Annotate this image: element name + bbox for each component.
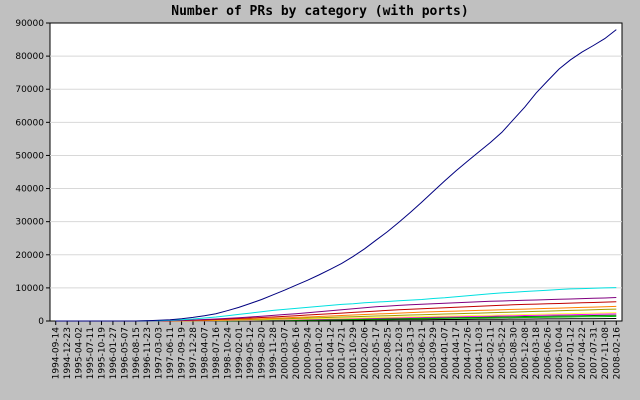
x-tick-label: 2001-10-29 (349, 327, 359, 380)
y-tick-label: 20000 (15, 251, 44, 261)
y-tick-label: 90000 (15, 19, 44, 29)
x-tick-label: 1994-12-23 (63, 327, 73, 379)
x-tick-label: 1998-07-16 (212, 327, 222, 380)
x-tick-label: 1999-11-28 (269, 327, 279, 380)
x-tick-label: 2006-03-18 (532, 327, 542, 380)
y-tick-label: 70000 (15, 85, 44, 95)
x-tick-label: 2001-07-21 (338, 327, 348, 379)
x-tick-label: 1995-10-19 (97, 327, 107, 380)
x-tick-label: 2005-12-08 (521, 327, 531, 380)
x-tick-label: 2003-06-21 (418, 327, 428, 379)
x-tick-label: 1999-08-20 (258, 327, 268, 380)
y-tick-label: 0 (38, 317, 44, 327)
x-tick-label: 1994-09-14 (52, 327, 62, 380)
x-tick-label: 2002-12-03 (395, 327, 405, 379)
x-tick-label: 1997-09-19 (178, 327, 188, 380)
x-tick-label: 1996-08-15 (132, 327, 142, 379)
series-lines (55, 29, 617, 322)
x-tick-label: 1998-10-24 (223, 327, 233, 380)
x-tick-label: 1996-01-27 (109, 327, 119, 379)
x-tick-label: 1998-04-07 (200, 327, 210, 379)
x-tick-label: 2005-02-11 (486, 327, 496, 379)
plot-area (49, 22, 623, 322)
x-tick-label: 2007-01-12 (567, 327, 577, 379)
x-tick-label: 2000-09-24 (303, 327, 313, 380)
x-tick-label: 2004-11-03 (475, 327, 485, 379)
x-tick-label: 2005-08-30 (509, 327, 519, 380)
x-tick-label: 2006-10-04 (555, 327, 565, 380)
chart-title: Number of PRs by category (with ports) (171, 4, 469, 19)
x-tick-label: 2007-04-22 (578, 327, 588, 379)
x-tick-label: 2001-04-12 (326, 327, 336, 379)
x-tick-label: 2004-07-26 (464, 327, 474, 380)
x-tick-label: 2002-05-17 (372, 327, 382, 379)
x-tick-label: 1997-03-03 (155, 327, 165, 379)
x-tick-label: 2004-01-07 (441, 327, 451, 379)
x-tick-label: 2000-06-16 (292, 327, 302, 380)
x-tick-label: 1995-07-11 (86, 327, 96, 379)
x-tick-label: 1997-06-11 (166, 327, 176, 379)
x-tick-label: 2002-08-25 (383, 327, 393, 379)
x-tick-label: 1996-05-07 (120, 327, 130, 379)
x-tick-label: 2007-11-08 (601, 327, 611, 380)
x-tick-label: 2001-01-02 (315, 327, 325, 379)
x-axis: 1994-09-14 1994-12-23 1995-04-02 1995-07-11… (52, 321, 622, 380)
x-tick-label: 2006-06-26 (544, 327, 554, 380)
x-tick-label: 1999-05-12 (246, 327, 256, 379)
y-tick-label: 80000 (15, 52, 44, 62)
y-tick-label: 60000 (15, 118, 44, 128)
x-tick-label: 1996-11-23 (143, 327, 153, 379)
series-line (55, 29, 617, 322)
y-tick-label: 40000 (15, 185, 44, 195)
y-tick-label: 50000 (15, 151, 44, 161)
x-tick-label: 2007-07-31 (589, 327, 599, 379)
x-tick-label: 2003-03-13 (406, 327, 416, 379)
x-tick-label: 2003-09-29 (429, 327, 439, 380)
y-tick-label: 10000 (15, 284, 44, 294)
x-tick-label: 1997-12-28 (189, 327, 199, 380)
x-tick-label: 2002-02-06 (361, 327, 371, 380)
x-tick-label: 2004-04-17 (452, 327, 462, 379)
x-tick-label: 1995-04-02 (75, 327, 85, 379)
x-tick-label: 2000-03-07 (281, 327, 291, 379)
y-tick-label: 30000 (15, 218, 44, 228)
y-axis: 0 10000 20000 30000 40000 50000 60000 70000 8000… (15, 19, 50, 327)
x-tick-label: 1999-02-01 (235, 327, 245, 379)
x-tick-label: 2008-02-16 (612, 327, 622, 380)
gridlines (50, 55, 622, 289)
x-tick-label: 2005-05-22 (498, 327, 508, 379)
